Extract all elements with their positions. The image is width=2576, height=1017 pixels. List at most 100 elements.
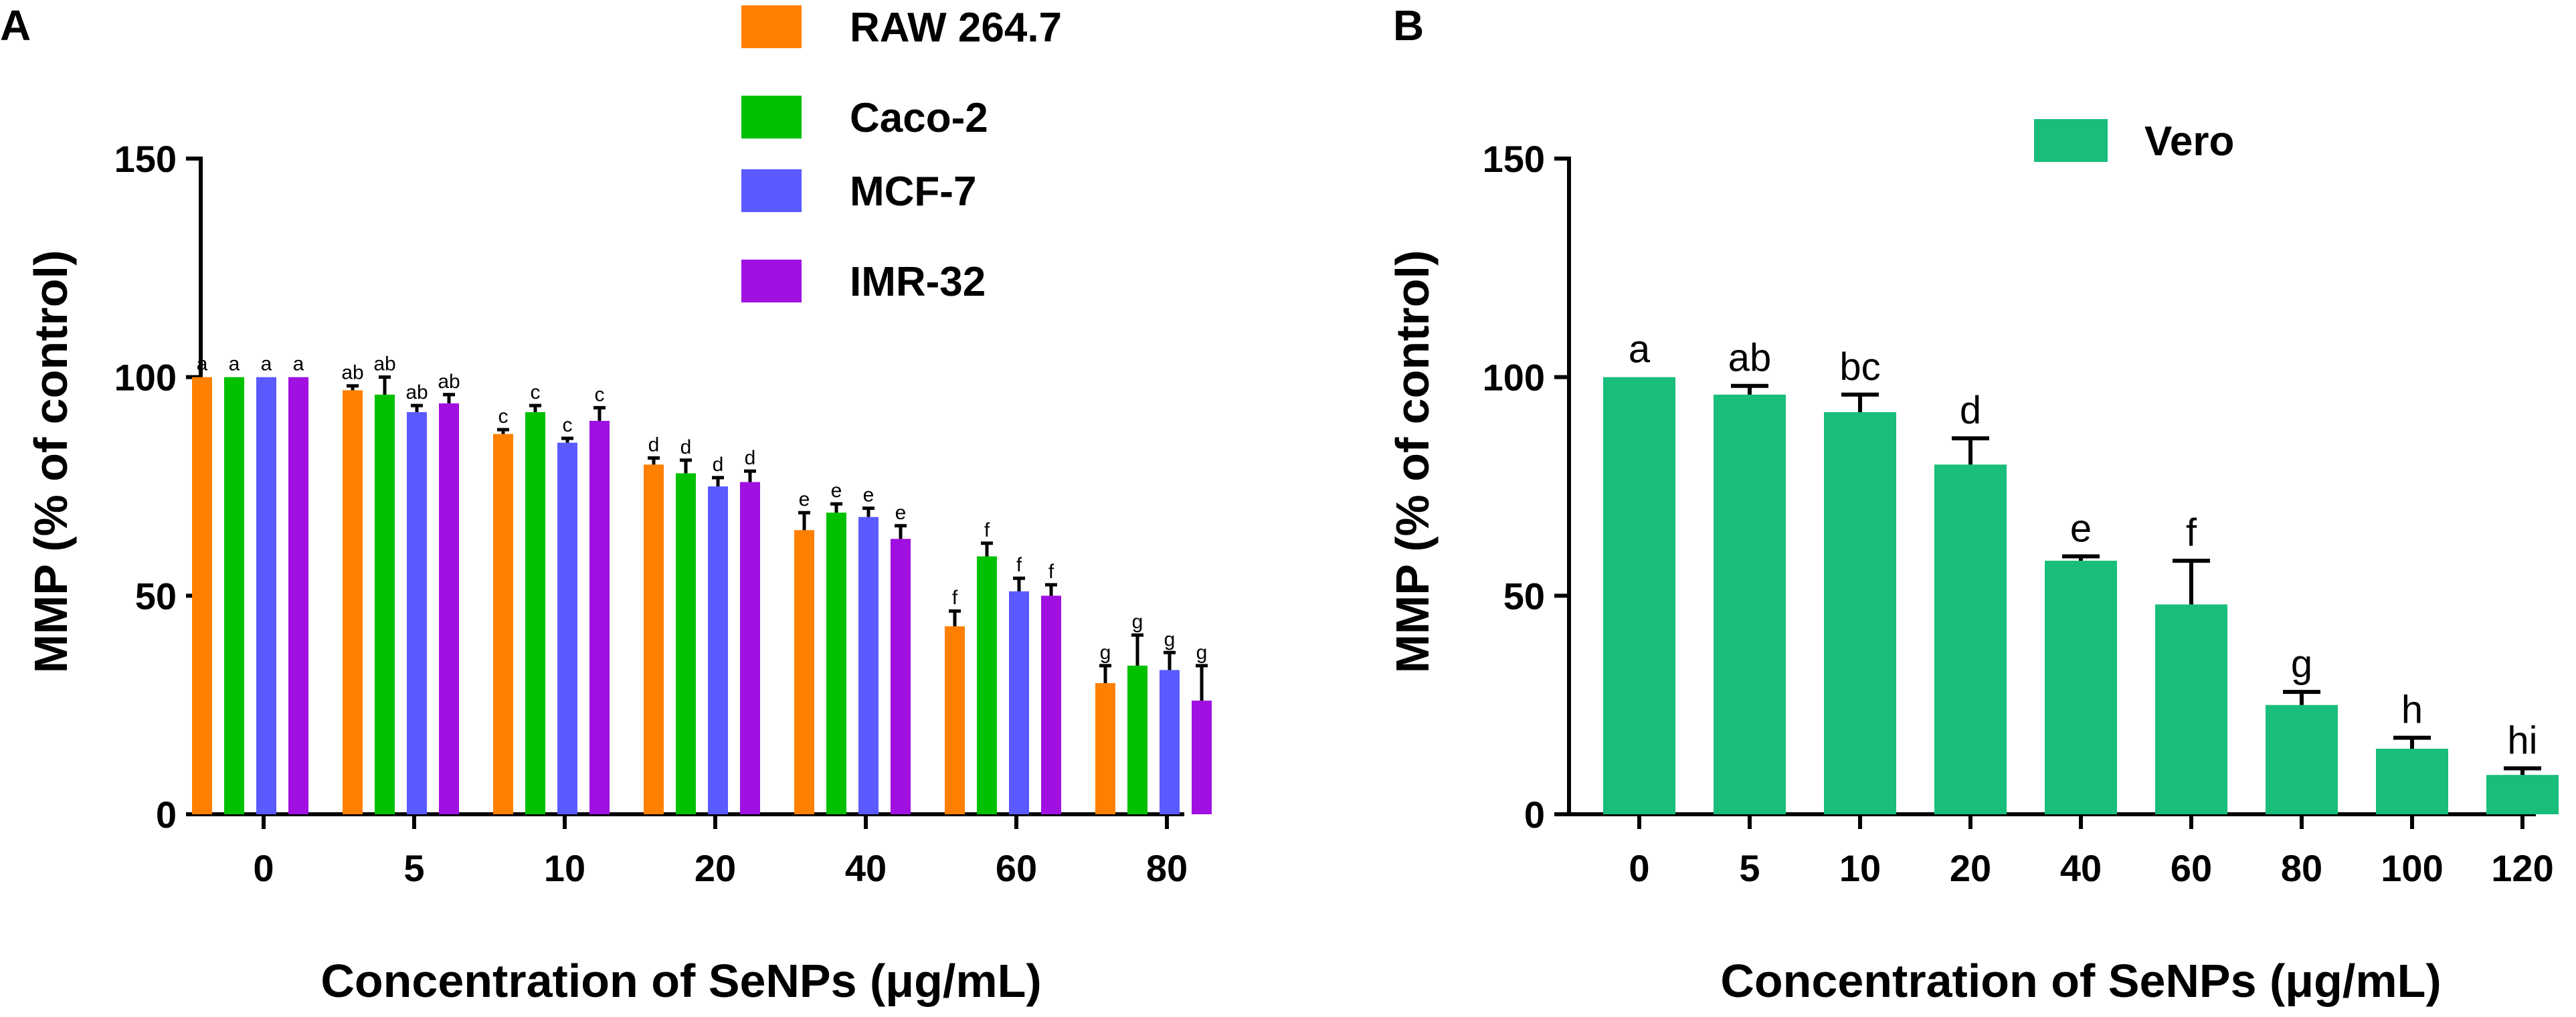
- panel-b-y-tick-label: 150: [1483, 138, 1545, 180]
- panel-b-sig-letter: bc: [1839, 345, 1880, 389]
- panel-b-legend-swatch: [2034, 119, 2108, 162]
- panel-b-x-tick-label: 60: [2171, 847, 2212, 889]
- panel-b-bars: a ab bc d e f g h hi: [1603, 328, 2559, 814]
- panel-a-bar: [343, 390, 363, 814]
- panel-a-legend: RAW 264.7 Caco-2 MCF-7 IMR-32: [741, 5, 1062, 305]
- panel-a-sig-letter: ab: [341, 362, 363, 384]
- panel-a-sig-letter: a: [293, 353, 304, 375]
- panel-a-bar: [1127, 665, 1147, 814]
- panel-a-bar: [439, 403, 459, 814]
- panel-b-bar: [2486, 775, 2559, 814]
- panel-b-chart: B MMP (% of control) Concentration of Se…: [1386, 1, 2559, 1007]
- panel-a-y-tick-label: 100: [114, 357, 177, 399]
- panel-a-bar: [224, 377, 244, 814]
- panel-a-sig-letter: ab: [373, 353, 395, 375]
- panel-a-legend-swatch: [741, 169, 802, 212]
- panel-a-sig-letter: e: [863, 484, 875, 506]
- panel-b-letter: B: [1393, 1, 1424, 50]
- panel-b-x-tick-label: 10: [1839, 847, 1881, 889]
- panel-b-sig-letter: e: [2070, 507, 2092, 551]
- panel-a-bar: [256, 377, 276, 814]
- panel-b-bar: [1603, 377, 1675, 814]
- panel-a-bar: [945, 626, 965, 814]
- panel-a-x-tick-label: 20: [695, 847, 736, 889]
- panel-a-xlabel: Concentration of SeNPs (μg/mL): [320, 955, 1041, 1007]
- panel-a-y-tick-label: 150: [114, 138, 177, 180]
- panel-b-y-tick-label: 100: [1483, 357, 1545, 399]
- panel-a-sig-letter: g: [1132, 611, 1143, 633]
- panel-a-sig-letter: d: [680, 436, 692, 458]
- panel-a-letter: A: [0, 1, 31, 50]
- panel-b-sig-letter: f: [2186, 511, 2197, 555]
- panel-b-x-tick-label: 80: [2281, 847, 2322, 889]
- panel-b-sig-letter: a: [1629, 328, 1651, 371]
- panel-a-legend-label: RAW 264.7: [850, 5, 1062, 51]
- panel-a-x-tick-label: 5: [403, 847, 424, 889]
- panel-a-bars: a ab c d e f g a ab c d e f g a ab c d e f g a ab c d e f g: [192, 353, 1212, 814]
- panel-a-sig-letter: f: [1048, 561, 1054, 583]
- panel-a-legend-label: Caco-2: [850, 95, 988, 141]
- panel-a-sig-letter: g: [1100, 642, 1111, 664]
- panel-b-axes: 0 50 100 150 0 5 10 20 40 60 80 100 120: [1483, 138, 2554, 889]
- panel-a-sig-letter: d: [648, 434, 660, 456]
- panel-a-sig-letter: f: [984, 519, 990, 541]
- panel-a-bar: [493, 434, 513, 814]
- panel-b-ylabel: MMP (% of control): [1386, 250, 1439, 674]
- panel-b-x-tick-label: 100: [2381, 847, 2443, 889]
- panel-b-x-tick-label: 0: [1629, 847, 1649, 889]
- panel-a-bar: [192, 377, 212, 814]
- panel-a-bar: [740, 482, 760, 814]
- panel-a-legend-label: IMR-32: [850, 259, 986, 305]
- panel-a-bar: [1041, 595, 1061, 814]
- panel-b-y-tick-label: 50: [1503, 575, 1545, 617]
- panel-a-sig-letter: d: [745, 447, 756, 469]
- panel-b-x-tick-label: 40: [2060, 847, 2102, 889]
- panel-a-bar: [375, 394, 395, 814]
- panel-b-bar: [1934, 464, 2007, 814]
- panel-b-bar: [2045, 561, 2117, 814]
- panel-a-sig-letter: g: [1196, 642, 1208, 664]
- panel-a-legend-swatch: [741, 260, 802, 302]
- panel-a-sig-letter: f: [952, 587, 958, 609]
- panel-b-x-tick-label: 120: [2491, 847, 2553, 889]
- panel-a-x-tick-label: 60: [996, 847, 1037, 889]
- panel-a-bar: [1009, 591, 1029, 814]
- panel-b-sig-letter: ab: [1728, 337, 1772, 380]
- panel-a-sig-letter: f: [1016, 554, 1022, 576]
- panel-a-sig-letter: d: [713, 454, 724, 476]
- panel-a-bar: [589, 421, 610, 814]
- panel-a-sig-letter: c: [531, 381, 541, 403]
- panel-a-sig-letter: e: [799, 488, 810, 511]
- panel-a-sig-letter: g: [1164, 628, 1176, 650]
- panel-a-legend-swatch: [741, 5, 802, 48]
- panel-a-x-tick-label: 0: [253, 847, 274, 889]
- panel-a-sig-letter: c: [595, 383, 605, 405]
- panel-a-axes: 0 50 100 150 0 5 10 20 40 60 80: [114, 138, 1188, 889]
- panel-b-sig-letter: d: [1960, 389, 1981, 432]
- panel-a-sig-letter: a: [197, 353, 208, 375]
- panel-a-sig-letter: a: [261, 353, 272, 375]
- panel-a-bar: [557, 442, 577, 814]
- panel-a-bar: [288, 377, 308, 814]
- panel-a-bar: [1095, 683, 1115, 814]
- panel-a-y-tick-label: 0: [156, 794, 177, 836]
- panel-a-ylabel-group: MMP (% of control): [25, 250, 77, 674]
- panel-a-sig-letter: ab: [405, 381, 428, 403]
- panel-b-bar: [2266, 705, 2338, 814]
- panel-b-y-tick-label: 0: [1524, 794, 1545, 836]
- panel-a-legend-label: MCF-7: [850, 169, 976, 215]
- panel-a-chart: A MMP (% of control) Concentration of Se…: [0, 1, 1212, 1007]
- panel-a-sig-letter: e: [895, 502, 907, 524]
- panel-a-bar: [708, 486, 728, 814]
- panel-b-x-tick-label: 5: [1739, 847, 1760, 889]
- panel-b-bar: [1714, 394, 1786, 814]
- panel-b-x-tick-label: 20: [1950, 847, 1991, 889]
- panel-a-x-tick-label: 80: [1146, 847, 1188, 889]
- panel-b-legend-label: Vero: [2144, 118, 2234, 165]
- panel-a-bar: [858, 517, 879, 814]
- panel-a-bar: [977, 556, 997, 814]
- panel-a-x-tick-label: 40: [845, 847, 887, 889]
- panel-b-legend: Vero: [2034, 118, 2234, 165]
- panel-a-bar: [891, 539, 911, 814]
